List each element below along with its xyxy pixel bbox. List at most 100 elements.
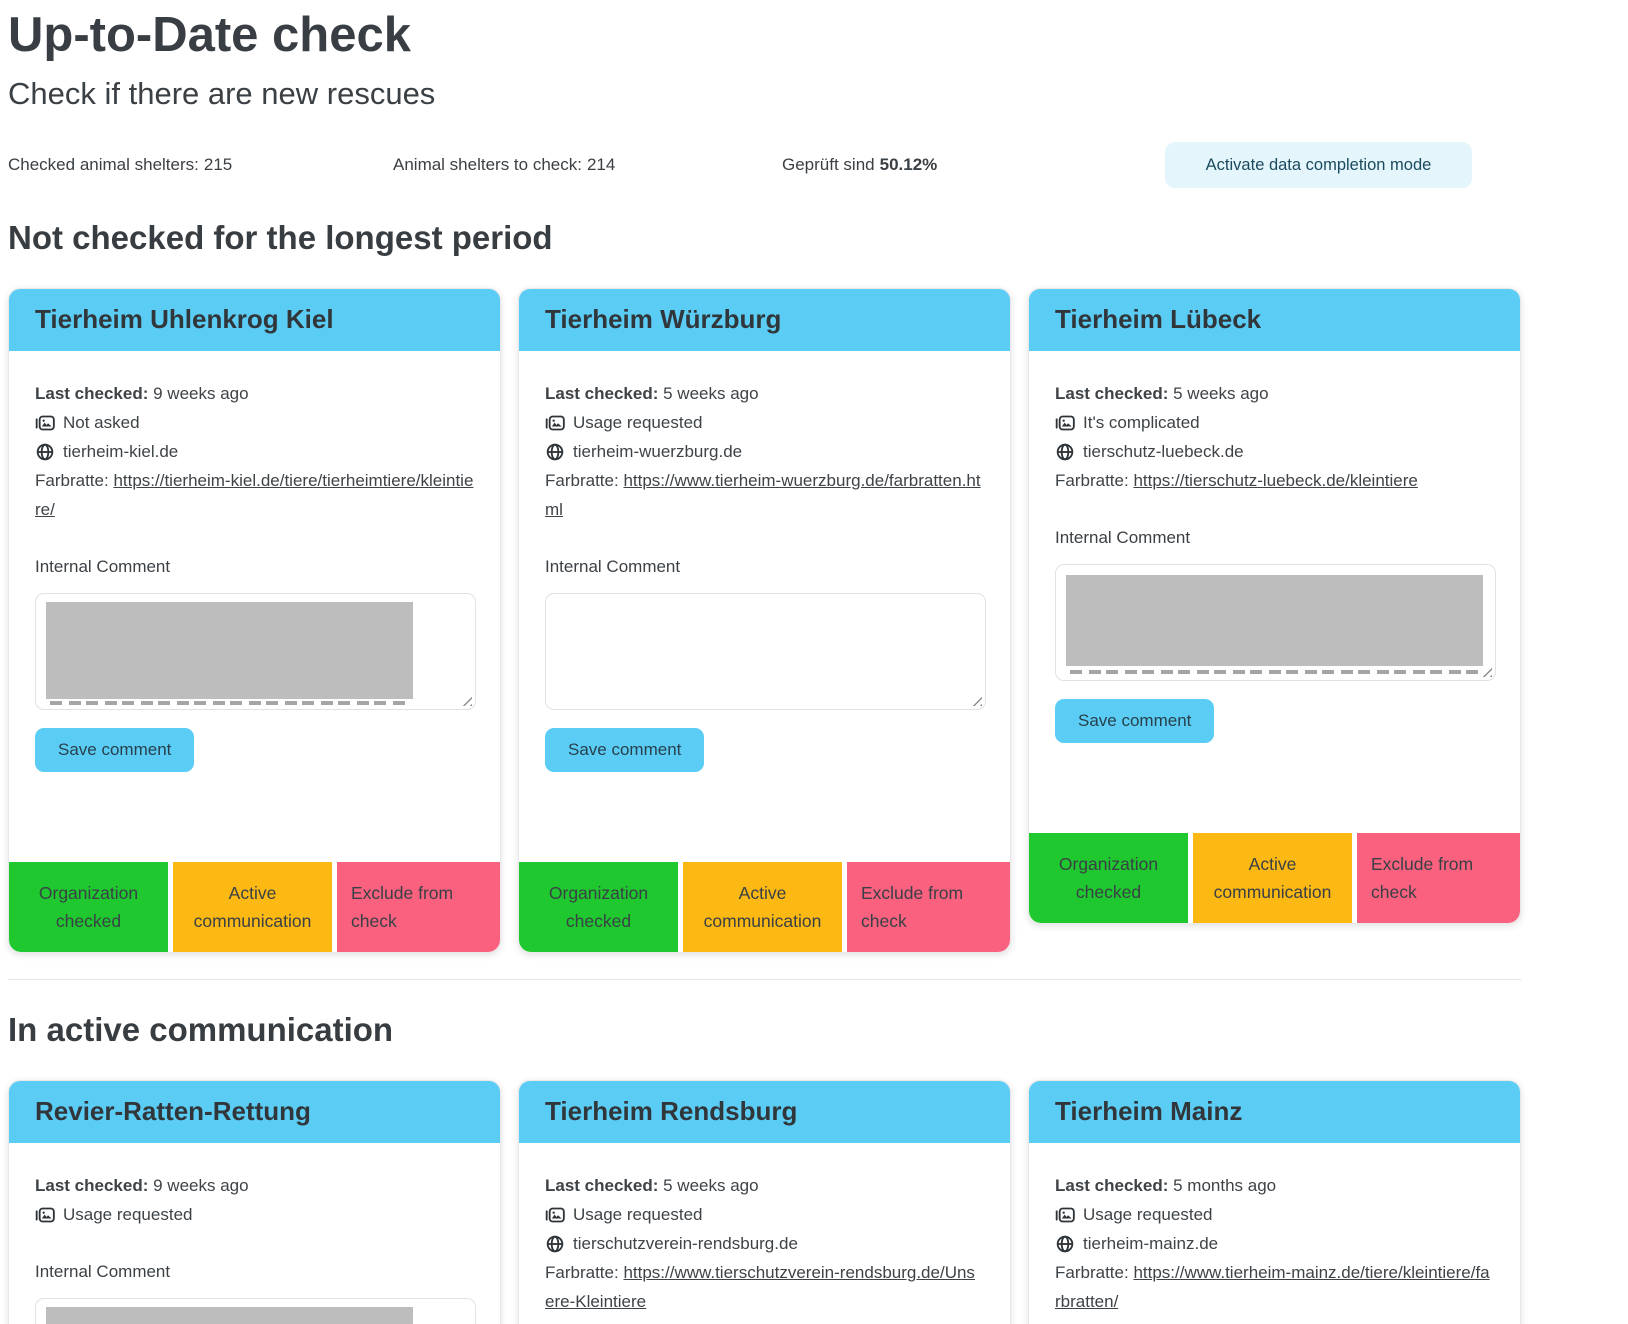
website-text: tierschutzverein-rendsburg.de xyxy=(573,1234,798,1253)
card-actions: Organization checked Active communicatio… xyxy=(519,862,1010,952)
website-line: tierheim-kiel.de xyxy=(35,437,474,466)
activate-data-completion-button[interactable]: Activate data completion mode xyxy=(1165,142,1472,188)
shelter-card-mainz: Tierheim Mainz Last checked: 5 months ag… xyxy=(1028,1080,1521,1324)
last-checked-line: Last checked: 9 weeks ago xyxy=(35,379,474,408)
internal-comment-label: Internal Comment xyxy=(35,1262,171,1281)
last-checked-label: Last checked: xyxy=(545,384,659,403)
last-checked-label: Last checked: xyxy=(1055,1176,1169,1195)
exclude-from-check-button[interactable]: Exclude from check xyxy=(1357,833,1520,923)
globe-icon xyxy=(545,1234,565,1254)
resize-handle[interactable] xyxy=(458,692,472,706)
card-body: Last checked: 5 weeks ago Usage requeste… xyxy=(519,1143,1010,1324)
resize-handle[interactable] xyxy=(968,692,982,706)
save-comment-button[interactable]: Save comment xyxy=(545,728,705,772)
farbratte-link[interactable]: https://www.tierheim-mainz.de/tiere/klei… xyxy=(1055,1263,1490,1311)
active-communication-button[interactable]: Active communication xyxy=(1193,833,1352,923)
website-line: tierschutzverein-rendsburg.de xyxy=(545,1229,984,1258)
stat-shelters-to-check: Animal shelters to check: 214 xyxy=(393,155,782,175)
website-text: tierheim-mainz.de xyxy=(1083,1234,1219,1253)
farbratte-label: Farbratte: xyxy=(1055,471,1129,490)
internal-comment-label: Internal Comment xyxy=(35,557,171,576)
globe-icon xyxy=(1055,1234,1075,1254)
farbratte-line: Farbratte: https://tierschutz-luebeck.de… xyxy=(1055,466,1494,495)
status-line: Usage requested xyxy=(545,408,984,437)
shelter-name: Tierheim Mainz xyxy=(1029,1081,1520,1143)
shelter-name: Tierheim Würzburg xyxy=(519,289,1010,351)
last-checked-line: Last checked: 5 weeks ago xyxy=(545,1171,984,1200)
save-comment-button[interactable]: Save comment xyxy=(1055,699,1215,743)
status-text: It's complicated xyxy=(1083,413,1200,432)
status-line: Usage requested xyxy=(1055,1200,1494,1229)
farbratte-line: Farbratte: https://tierheim-kiel.de/tier… xyxy=(35,466,474,524)
internal-comment-textarea[interactable] xyxy=(1055,564,1496,681)
status-text: Usage requested xyxy=(1083,1205,1213,1224)
stats-row: Checked animal shelters: 215 Animal shelt… xyxy=(8,142,1521,188)
photo-icon xyxy=(35,1205,55,1225)
status-text: Not asked xyxy=(63,413,140,432)
last-checked-label: Last checked: xyxy=(1055,384,1169,403)
section-heading-not-checked: Not checked for the longest period xyxy=(8,219,553,256)
status-line: Usage requested xyxy=(545,1200,984,1229)
last-checked-label: Last checked: xyxy=(35,384,149,403)
farbratte-line: Farbratte: https://www.tierheim-mainz.de… xyxy=(1055,1258,1494,1316)
card-body: Last checked: 5 weeks ago It's complicat… xyxy=(1029,351,1520,743)
status-text: Usage requested xyxy=(573,413,703,432)
stat-value: 214 xyxy=(586,155,616,174)
farbratte-label: Farbratte: xyxy=(1055,1263,1129,1282)
farbratte-link[interactable]: https://tierschutz-luebeck.de/kleintiere xyxy=(1133,471,1418,490)
shelter-card-wuerzburg: Tierheim Würzburg Last checked: 5 weeks … xyxy=(518,288,1011,953)
internal-comment-label: Internal Comment xyxy=(545,557,681,576)
website-line: tierheim-wuerzburg.de xyxy=(545,437,984,466)
exclude-from-check-button[interactable]: Exclude from check xyxy=(847,862,1010,952)
internal-comment-textarea[interactable] xyxy=(35,593,476,710)
farbratte-line: Farbratte: https://www.tierheim-wuerzbur… xyxy=(545,466,984,524)
active-communication-button[interactable]: Active communication xyxy=(683,862,842,952)
last-checked-value: 5 weeks ago xyxy=(663,1176,759,1195)
last-checked-value: 5 weeks ago xyxy=(663,384,759,403)
globe-icon xyxy=(545,442,565,462)
globe-icon xyxy=(35,442,55,462)
shelter-name: Revier-Ratten-Rettung xyxy=(9,1081,500,1143)
internal-comment-label: Internal Comment xyxy=(1055,528,1191,547)
save-comment-button[interactable]: Save comment xyxy=(35,728,195,772)
photo-icon xyxy=(545,1205,565,1225)
last-checked-value: 9 weeks ago xyxy=(153,1176,249,1195)
farbratte-link[interactable]: https://www.tierschutzverein-rendsburg.d… xyxy=(545,1263,975,1311)
card-body: Last checked: 9 weeks ago Not asked tier… xyxy=(9,351,500,772)
stat-label: Checked animal shelters: xyxy=(8,155,199,174)
shelter-card-revier-ratten-rettung: Revier-Ratten-Rettung Last checked: 9 we… xyxy=(8,1080,501,1324)
exclude-from-check-button[interactable]: Exclude from check xyxy=(337,862,500,952)
farbratte-link[interactable]: https://tierheim-kiel.de/tiere/tierheimt… xyxy=(35,471,474,519)
cards-grid-active-communication: Revier-Ratten-Rettung Last checked: 9 we… xyxy=(8,1080,1521,1324)
status-line: Usage requested xyxy=(35,1200,474,1229)
cards-grid-not-checked: Tierheim Uhlenkrog Kiel Last checked: 9 … xyxy=(8,288,1521,953)
redacted-comment xyxy=(46,1307,413,1324)
photo-icon xyxy=(1055,1205,1075,1225)
internal-comment-textarea[interactable] xyxy=(545,593,986,710)
shelter-card-rendsburg: Tierheim Rendsburg Last checked: 5 weeks… xyxy=(518,1080,1011,1324)
organization-checked-button[interactable]: Organization checked xyxy=(9,862,168,952)
website-line: tierschutz-luebeck.de xyxy=(1055,437,1494,466)
organization-checked-button[interactable]: Organization checked xyxy=(1029,833,1188,923)
photo-icon xyxy=(1055,413,1075,433)
redacted-comment xyxy=(46,602,413,699)
farbratte-label: Farbratte: xyxy=(545,1263,619,1282)
status-line: Not asked xyxy=(35,408,474,437)
internal-comment-textarea[interactable] xyxy=(35,1298,476,1324)
globe-icon xyxy=(1055,442,1075,462)
shelter-card-luebeck: Tierheim Lübeck Last checked: 5 weeks ag… xyxy=(1028,288,1521,924)
last-checked-line: Last checked: 5 weeks ago xyxy=(1055,379,1494,408)
card-actions: Organization checked Active communicatio… xyxy=(1029,833,1520,923)
shelter-name: Tierheim Lübeck xyxy=(1029,289,1520,351)
active-communication-button[interactable]: Active communication xyxy=(173,862,332,952)
redacted-comment xyxy=(1066,575,1483,666)
organization-checked-button[interactable]: Organization checked xyxy=(519,862,678,952)
photo-icon xyxy=(545,413,565,433)
farbratte-link[interactable]: https://www.tierheim-wuerzburg.de/farbra… xyxy=(545,471,981,519)
shelter-card-kiel: Tierheim Uhlenkrog Kiel Last checked: 9 … xyxy=(8,288,501,953)
last-checked-label: Last checked: xyxy=(545,1176,659,1195)
card-body: Last checked: 5 weeks ago Usage requeste… xyxy=(519,351,1010,772)
website-text: tierheim-wuerzburg.de xyxy=(573,442,743,461)
section-heading-active-communication: In active communication xyxy=(8,1011,394,1048)
stat-value: 50.12% xyxy=(879,155,938,174)
